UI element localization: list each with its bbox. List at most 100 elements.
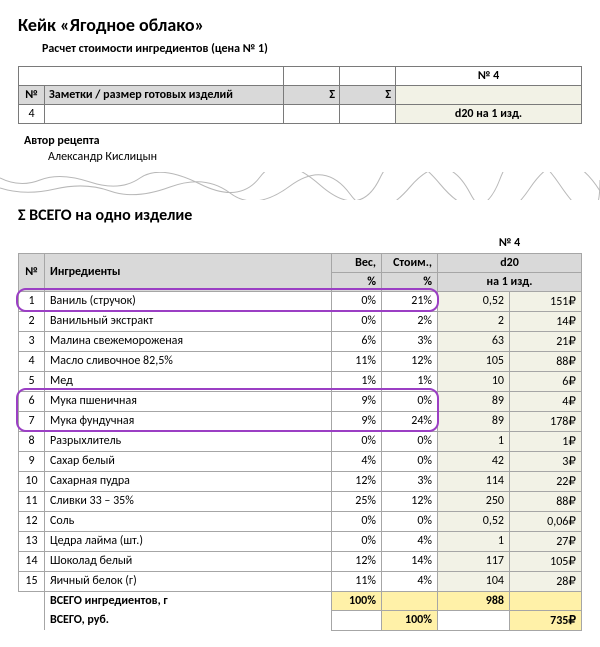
totals-money-label: ВСЕГО, руб. (45, 610, 332, 630)
author-name: Александр Кислицын (48, 150, 582, 164)
cell-ingredient: Цедра лайма (шт.) (45, 531, 332, 551)
cell-weight-pct: 12% (332, 471, 382, 491)
th-recipe-spec: d20 (438, 253, 582, 272)
cell-num: 5 (19, 371, 45, 391)
table-row: 8Разрыхлитель0%0%11₽ (19, 431, 582, 451)
cell-cost-pct: 4% (382, 571, 438, 591)
recipe-number-label: № 4 (396, 67, 582, 86)
author-label: Автор рецепта (24, 134, 582, 148)
cell-cost-pct: 0% (382, 451, 438, 471)
cell-num: 9 (19, 451, 45, 471)
cell-weight: 250 (438, 491, 510, 511)
cell-num: 4 (19, 351, 45, 371)
cell-weight-pct: 4% (332, 451, 382, 471)
cell-cost: 0,06₽ (510, 511, 582, 531)
cell-cost: 27₽ (510, 531, 582, 551)
cell-ingredient: Ванильный экстракт (45, 311, 332, 331)
cell-weight: 104 (438, 571, 510, 591)
page-tear-separator (0, 172, 600, 196)
cell-num: 2 (19, 311, 45, 331)
cell-weight: 42 (438, 451, 510, 471)
cell-weight-pct: 11% (332, 351, 382, 371)
cell-cost-pct: 4% (382, 531, 438, 551)
table-row: 10Сахарная пудра12%3%11422₽ (19, 471, 582, 491)
section-title: Σ ВСЕГО на одно изделие (18, 206, 582, 225)
cell-cost-pct: 3% (382, 331, 438, 351)
table-row: 11Сливки 33 – 35%25%12%25088₽ (19, 491, 582, 511)
table-row: 15Яичный белок (г)11%4%10428₽ (19, 571, 582, 591)
col-num-header: № (19, 86, 45, 105)
main-recipe-no: № 4 (438, 235, 582, 253)
cell-weight-pct: 9% (332, 391, 382, 411)
cell-weight-pct: 1% (332, 371, 382, 391)
th-weight-pct: Вес, (332, 253, 382, 272)
table-row: 3Малина свежемороженая6%3%6321₽ (19, 331, 582, 351)
cell-ingredient: Масло сливочное 82,5% (45, 351, 332, 371)
col-sigma2-header: Σ (340, 86, 396, 105)
th-recipe-per: на 1 изд. (438, 272, 582, 291)
cell-num: 8 (19, 431, 45, 451)
cell-weight-pct: 6% (332, 331, 382, 351)
totals-ing-wt: 988 (438, 591, 510, 610)
cell-weight-pct: 9% (332, 411, 382, 431)
table-row: 13Цедра лайма (шт.)0%4%127₽ (19, 531, 582, 551)
cell-cost: 1₽ (510, 431, 582, 451)
cell-cost-pct: 21% (382, 291, 438, 311)
cell-weight: 89 (438, 411, 510, 431)
header-row-spec: d20 на 1 изд. (396, 105, 582, 124)
cell-weight-pct: 0% (332, 291, 382, 311)
table-row: 5Мед1%1%106₽ (19, 371, 582, 391)
cell-ingredient: Мука фундучная (45, 411, 332, 431)
th-ingredients: Ингредиенты (45, 253, 332, 291)
th-weight-pct-unit: % (332, 272, 382, 291)
table-row: 2Ванильный экстракт0%2%214₽ (19, 311, 582, 331)
table-row: 14Шоколад белый12%14%117105₽ (19, 551, 582, 571)
cell-weight: 105 (438, 351, 510, 371)
cell-cost: 105₽ (510, 551, 582, 571)
cell-ingredient: Разрыхлитель (45, 431, 332, 451)
cell-ingredient: Соль (45, 511, 332, 531)
cell-ingredient: Малина свежемороженая (45, 331, 332, 351)
cell-cost: 28₽ (510, 571, 582, 591)
cell-weight: 0,52 (438, 511, 510, 531)
ingredients-table: № 4 № Ингредиенты Вес, Стоим., d20 % % н… (18, 235, 582, 631)
table-row: 6Мука пшеничная9%0%894₽ (19, 391, 582, 411)
totals-ing-wpct: 100% (332, 591, 382, 610)
cell-cost-pct: 0% (382, 391, 438, 411)
cell-cost: 21₽ (510, 331, 582, 351)
cell-cost: 4₽ (510, 391, 582, 411)
cell-weight: 0,52 (438, 291, 510, 311)
col-notes-header: Заметки / размер готовых изделий (45, 86, 284, 105)
cell-weight-pct: 0% (332, 531, 382, 551)
cell-num: 13 (19, 531, 45, 551)
cell-weight: 89 (438, 391, 510, 411)
cell-num: 6 (19, 391, 45, 411)
header-row-num: 4 (19, 105, 45, 124)
cell-ingredient: Сахарная пудра (45, 471, 332, 491)
totals-ing-label: ВСЕГО ингредиентов, г (45, 591, 332, 610)
cell-ingredient: Мука пшеничная (45, 391, 332, 411)
cell-ingredient: Сахар белый (45, 451, 332, 471)
cell-num: 11 (19, 491, 45, 511)
header-table: № 4 № Заметки / размер готовых изделий Σ… (18, 66, 582, 124)
cell-num: 10 (19, 471, 45, 491)
cell-ingredient: Мед (45, 371, 332, 391)
cell-cost-pct: 12% (382, 351, 438, 371)
th-cost-pct-unit: % (382, 272, 438, 291)
cell-weight-pct: 0% (332, 311, 382, 331)
col-sigma1-header: Σ (284, 86, 340, 105)
table-row: 12Соль0%0%0,520,06₽ (19, 511, 582, 531)
cell-cost: 14₽ (510, 311, 582, 331)
cell-cost: 6₽ (510, 371, 582, 391)
cell-weight: 1 (438, 531, 510, 551)
totals-money-cost: 735₽ (510, 610, 582, 630)
cell-weight: 1 (438, 431, 510, 451)
totals-money-cpct: 100% (382, 610, 438, 630)
cell-cost-pct: 24% (382, 411, 438, 431)
cell-weight-pct: 25% (332, 491, 382, 511)
cell-weight-pct: 12% (332, 551, 382, 571)
page-subtitle: Расчет стоимости ингредиентов (цена № 1) (42, 42, 582, 56)
cell-cost-pct: 3% (382, 471, 438, 491)
cell-cost: 3₽ (510, 451, 582, 471)
cell-ingredient: Шоколад белый (45, 551, 332, 571)
